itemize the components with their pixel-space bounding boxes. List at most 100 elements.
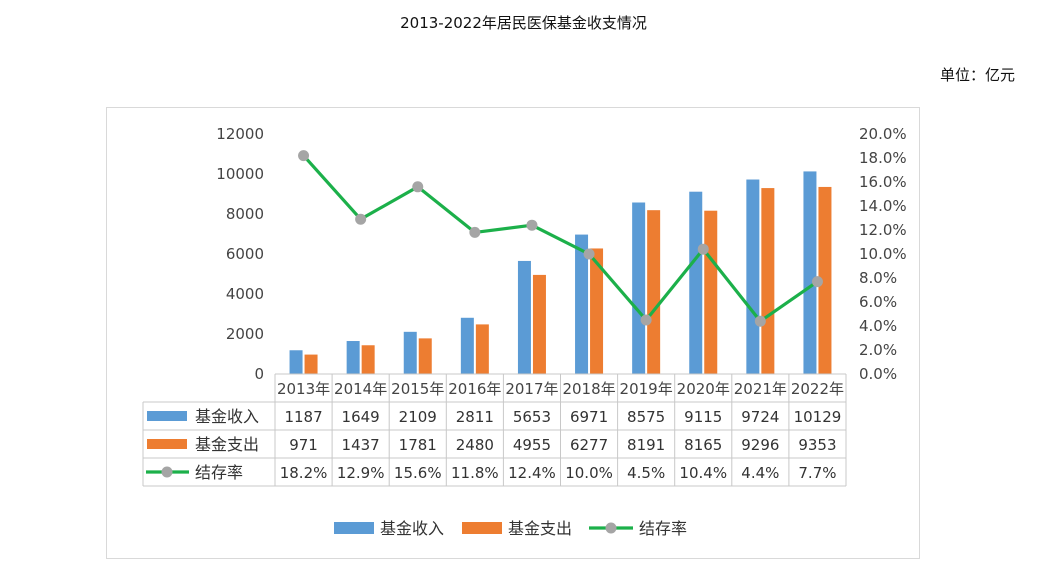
table-cell: 12.4%	[508, 464, 556, 482]
table-cell: 8165	[684, 436, 722, 454]
table-cell: 18.2%	[280, 464, 328, 482]
table-cell: 9724	[741, 408, 779, 426]
legend-label-income: 基金收入	[380, 519, 444, 538]
bar-income	[460, 317, 474, 374]
table-key-rate-point	[161, 466, 173, 478]
table-cell: 1649	[342, 408, 380, 426]
rate-point	[526, 219, 538, 231]
bar-expense	[761, 188, 775, 374]
rate-point	[469, 226, 481, 238]
table-cell: 2109	[399, 408, 437, 426]
rate-line	[302, 154, 819, 323]
legend-key-income	[334, 522, 374, 534]
table-cell: 2811	[456, 408, 494, 426]
y-right-tick-label: 2.0%	[859, 341, 897, 359]
bar-income	[346, 341, 360, 374]
table-key-expense	[147, 439, 187, 449]
x-tick-label: 2015年	[391, 380, 444, 398]
bar-income	[689, 191, 703, 374]
y-left-tick-label: 12000	[216, 125, 264, 143]
bar-expense	[818, 186, 832, 374]
bar-income	[289, 350, 303, 374]
bar-expense	[704, 210, 718, 374]
x-tick-label: 2013年	[277, 380, 330, 398]
bar-income	[575, 234, 589, 374]
bar-income	[632, 202, 646, 374]
table-cell: 6971	[570, 408, 608, 426]
y-right-tick-label: 18.0%	[859, 149, 907, 167]
rate-point	[697, 243, 709, 255]
table-cell: 1187	[284, 408, 322, 426]
x-tick-label: 2016年	[448, 380, 501, 398]
table-key-income	[147, 411, 187, 421]
x-tick-label: 2021年	[734, 380, 787, 398]
table-cell: 2480	[456, 436, 494, 454]
bar-income	[803, 171, 817, 374]
table-cell: 9115	[684, 408, 722, 426]
legend-label-rate: 结存率	[639, 519, 687, 538]
bar-expense	[590, 248, 604, 374]
rate-point	[640, 314, 652, 326]
y-left-tick-label: 0	[254, 365, 264, 383]
bar-expense	[361, 345, 375, 374]
chart: 0 2000 4000 6000 8000 10000 12000 0.0% 2.0% 4.0% 6…	[142, 125, 907, 538]
y-right-tick-label: 0.0%	[859, 365, 897, 383]
table-cell: 12.9%	[337, 464, 385, 482]
y-right-tick-label: 20.0%	[859, 125, 907, 143]
table-cell: 4.5%	[627, 464, 665, 482]
x-tick-label: 2019年	[620, 380, 673, 398]
y-right-tick-label: 14.0%	[859, 197, 907, 215]
rate-point	[355, 213, 367, 225]
y-right-tick-label: 10.0%	[859, 245, 907, 263]
bar-expense	[532, 274, 546, 374]
y-left-tick-label: 8000	[226, 205, 264, 223]
rate-point	[811, 276, 823, 288]
y-right-tick-label: 6.0%	[859, 293, 897, 311]
bar-income	[517, 260, 531, 374]
legend-key-rate-point	[605, 522, 617, 534]
y-left-tick-label: 4000	[226, 285, 264, 303]
bar-expense	[304, 354, 318, 374]
x-tick-label: 2014年	[334, 380, 387, 398]
table-cell: 10.0%	[565, 464, 613, 482]
table-cell: 8191	[627, 436, 665, 454]
table-cell: 15.6%	[394, 464, 442, 482]
table-cell: 9296	[741, 436, 779, 454]
bar-expense	[647, 210, 661, 374]
chart-area: 0 2000 4000 6000 8000 10000 12000 0.0% 2.0% 4.0% 6…	[106, 107, 920, 559]
rate-point	[298, 150, 310, 162]
table-cell: 6277	[570, 436, 608, 454]
y-left-tick-label: 6000	[226, 245, 264, 263]
table-cell: 7.7%	[798, 464, 836, 482]
table-row-header: 基金收入	[195, 407, 259, 426]
table-cell: 4955	[513, 436, 551, 454]
rate-point	[583, 248, 595, 260]
table-cell: 1781	[399, 436, 437, 454]
bar-income	[403, 331, 417, 374]
x-tick-label: 2020年	[677, 380, 730, 398]
page-title: 2013-2022年居民医保基金收支情况	[400, 14, 647, 32]
x-tick-label: 2017年	[505, 380, 558, 398]
table-cell: 971	[289, 436, 318, 454]
bar-income	[746, 179, 760, 374]
table-cell: 4.4%	[741, 464, 779, 482]
table-cell: 10129	[794, 408, 842, 426]
legend-label-expense: 基金支出	[508, 519, 572, 538]
y-left-tick-label: 10000	[216, 165, 264, 183]
table-cell: 11.8%	[451, 464, 499, 482]
rate-point	[412, 181, 424, 193]
legend-key-expense	[462, 522, 502, 534]
y-right-tick-label: 16.0%	[859, 173, 907, 191]
bar-expense	[418, 338, 432, 374]
table-row-header: 结存率	[195, 463, 243, 482]
table-cell: 5653	[513, 408, 551, 426]
y-right-tick-label: 4.0%	[859, 317, 897, 335]
y-right-tick-label: 12.0%	[859, 221, 907, 239]
x-tick-label: 2022年	[791, 380, 844, 398]
table-cell: 8575	[627, 408, 665, 426]
table-cell: 9353	[798, 436, 836, 454]
table-cell: 1437	[342, 436, 380, 454]
rate-point	[754, 315, 766, 327]
table-row-header: 基金支出	[195, 435, 259, 454]
y-right-tick-label: 8.0%	[859, 269, 897, 287]
